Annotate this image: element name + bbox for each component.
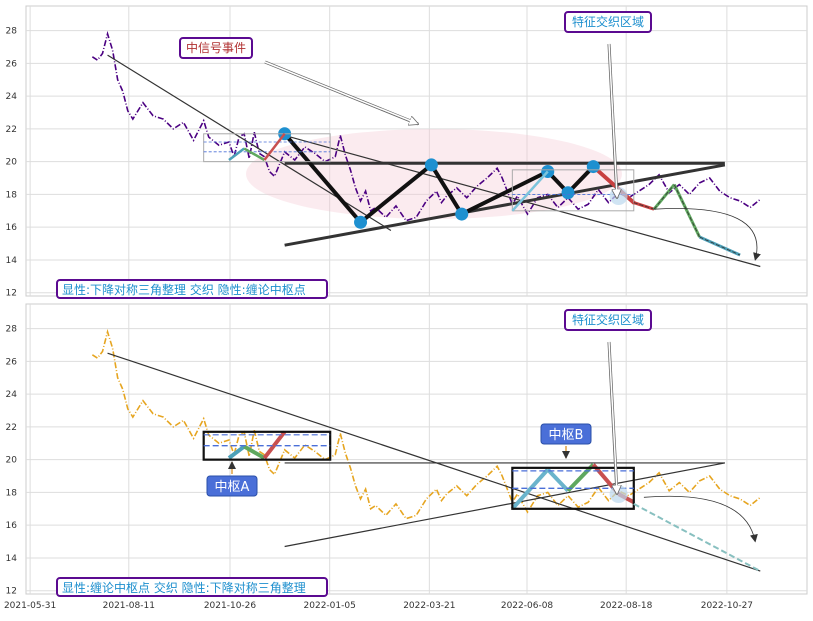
bottom-panel-frame (25, 303, 808, 595)
top-y-tick-label: 24 (6, 92, 18, 102)
top-box-b-zig (511, 170, 549, 212)
zhongshu-b-text: 中枢B (549, 428, 584, 443)
top-zigzag-node (586, 160, 600, 174)
top-forecast-dash (653, 184, 675, 210)
top-panel-frame (25, 5, 808, 297)
callout-signal-box (179, 37, 253, 59)
top-zigzag-segment (459, 169, 550, 217)
bottom-zigzag-b-segment (546, 468, 570, 493)
top-y-tick-label: 22 (6, 125, 17, 135)
top-y-tick-label: 26 (6, 59, 18, 69)
bot-y-tick-label: 28 (6, 325, 18, 335)
bottom-grid (26, 304, 807, 594)
top-zigzag-segment (358, 162, 434, 225)
x-tick-label: 2022-08-18 (600, 601, 653, 611)
bottom-end-highlight (609, 485, 628, 504)
top-zigzag-node (561, 186, 575, 200)
bottom-annotations (202, 341, 761, 572)
bottom-y-ticks: 12 14 16 18 20 22 24 26 28 (6, 325, 18, 597)
x-tick-label: 2021-10-26 (204, 601, 257, 611)
bot-y-tick-label: 16 (6, 521, 18, 531)
top-pattern-label-box (56, 279, 328, 299)
x-tick-label: 2022-03-21 (403, 601, 455, 611)
top-end-highlight (609, 187, 628, 206)
top-zigzag-segment (282, 131, 363, 225)
top-interweave-arrow-inner (608, 43, 618, 197)
bottom-zigzag-b-segment (510, 468, 550, 511)
bot-y-tick-label: 18 (6, 488, 18, 498)
top-annotations (203, 43, 761, 261)
top-y-ticks: 12 14 16 18 20 22 24 26 28 (6, 27, 18, 299)
bottom-pattern-label-box (56, 577, 328, 597)
bottom-zigzag-a-segment (243, 444, 266, 460)
top-forecast-dash (673, 184, 700, 238)
top-box-a-zig (263, 133, 286, 161)
bottom-forecast-line (633, 503, 761, 572)
top-consolidation-box-b (511, 169, 635, 212)
top-zigzag-node (424, 158, 438, 172)
bot-y-tick-label: 14 (6, 554, 18, 564)
callout-interweave-box-bottom (564, 309, 652, 331)
top-y-tick-label: 18 (6, 190, 18, 200)
bottom-zigzag-a-segment (227, 444, 246, 460)
bottom-pattern-label: 显性:缠论中枢点 交织 隐性:下降对称三角整理 (56, 577, 328, 597)
zhongshu-b-box (540, 423, 592, 445)
x-tick-label: 2021-05-31 (4, 601, 56, 611)
top-zigzag-node (354, 215, 368, 229)
top-box-a-zig (243, 147, 266, 162)
bottom-callout-interweave: 特征交织区域 (564, 309, 652, 331)
top-consolidation-box-a (203, 133, 331, 163)
x-tick-label: 2022-10-27 (701, 601, 753, 611)
top-y-tick-label: 20 (6, 158, 18, 168)
top-signal-arrow-inner (264, 61, 417, 124)
bottom-interweave-arrow-inner (608, 341, 618, 493)
bot-triangle-line (284, 462, 725, 548)
top-y-tick-label: 16 (6, 223, 18, 233)
bot-triangle-line (107, 352, 761, 572)
callout-interweave-box-top (564, 11, 652, 33)
bottom-pattern-label-text: 显性:缠论中枢点 交织 隐性:下降对称三角整理 (62, 580, 306, 595)
bottom-triangle-lines (107, 352, 761, 572)
top-panel: 12 14 16 18 20 22 24 26 28 中信号事件 特征交织区域 显性:下降对称三… (6, 5, 808, 299)
top-callout-signal: 中信号事件 (179, 37, 253, 59)
top-zigzag-segment (429, 162, 464, 217)
top-triangle-line (284, 163, 726, 247)
x-tick-label: 2022-01-05 (304, 601, 356, 611)
top-forecast-dash (633, 202, 655, 210)
bot-y-tick-label: 26 (6, 357, 18, 367)
bottom-zigzag-a-segment (262, 430, 287, 460)
top-callout-interweave: 特征交织区域 (564, 11, 652, 33)
x-tick-label: 2022-06-08 (501, 601, 554, 611)
bot-y-tick-label: 24 (6, 390, 18, 400)
callout-interweave-text-top: 特征交织区域 (572, 14, 644, 29)
top-grid (26, 6, 807, 296)
top-forecast-dash (699, 236, 741, 256)
top-box-a-zig (228, 147, 245, 162)
top-y-tick-label: 14 (6, 256, 18, 266)
zhongshu-a-label: 中枢A (206, 475, 258, 497)
bot-y-tick-label: 12 (6, 587, 17, 597)
top-y-tick-label: 12 (6, 289, 17, 299)
bot-y-tick-label: 20 (6, 456, 18, 466)
top-pattern-label-text: 显性:下降对称三角整理 交织 隐性:缠论中枢点 (62, 282, 306, 297)
zhongshu-a-text: 中枢A (215, 480, 250, 495)
top-zigzag-node (455, 207, 469, 221)
top-pattern-label: 显性:下降对称三角整理 交织 隐性:缠论中枢点 (56, 279, 328, 299)
bottom-curved-arrow (643, 495, 758, 543)
top-curved-arrow (653, 208, 761, 261)
x-tick-label: 2021-08-11 (103, 601, 155, 611)
zhongshu-a-box (206, 475, 258, 497)
callout-interweave-text-bottom: 特征交织区域 (572, 312, 644, 327)
top-interweave-ellipse (246, 129, 622, 219)
bottom-x-ticks: 2021-05-31 2021-08-11 2021-10-26 2022-01-05… (4, 601, 753, 611)
top-y-tick-label: 28 (6, 27, 18, 37)
callout-signal-text: 中信号事件 (186, 40, 246, 55)
bot-y-tick-label: 22 (6, 423, 17, 433)
zhongshu-b-label: 中枢B (540, 423, 592, 445)
